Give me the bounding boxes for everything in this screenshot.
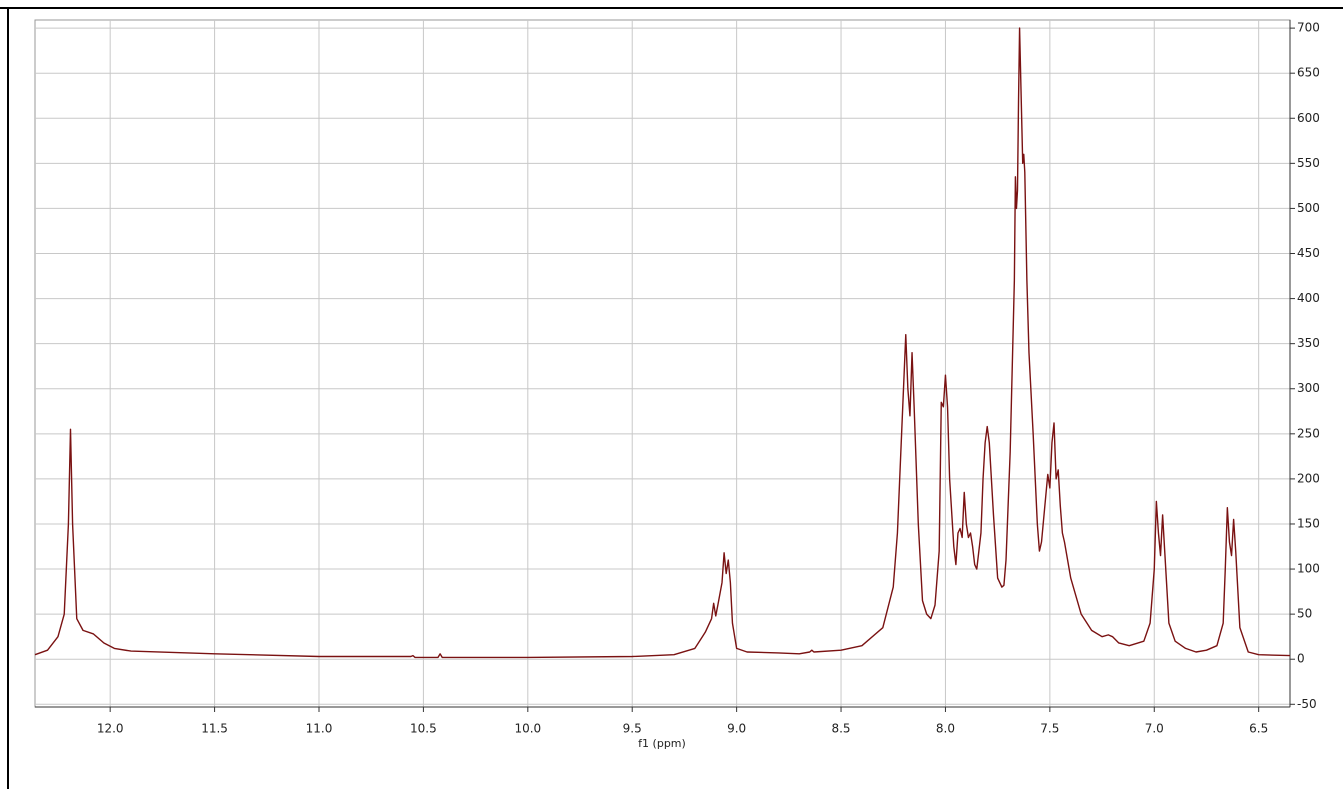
x-tick-label: 10.5 (410, 722, 437, 736)
y-tick-label: 700 (1297, 21, 1320, 35)
y-tick-label: 150 (1297, 516, 1320, 530)
x-tick-label: 9.5 (623, 722, 642, 736)
y-tick-label: 250 (1297, 426, 1320, 440)
x-tick-label: 12.0 (97, 722, 124, 736)
spectrum-line (34, 27, 1291, 659)
y-tick-label: 200 (1297, 471, 1320, 485)
y-tick-label: 300 (1297, 381, 1320, 395)
x-axis-label: f1 (ppm) (638, 737, 686, 750)
x-tick-label: 6.5 (1249, 722, 1268, 736)
plot-border (34, 19, 1291, 708)
x-tick-label: 11.5 (201, 722, 228, 736)
x-tick-label: 9.0 (727, 722, 746, 736)
y-tick-label: -50 (1297, 697, 1317, 711)
y-tick-label: 650 (1297, 66, 1320, 80)
y-tick-label: 450 (1297, 246, 1320, 260)
y-tick-label: 100 (1297, 562, 1320, 576)
y-tick-label: 550 (1297, 156, 1320, 170)
y-tick-label: 50 (1297, 607, 1312, 621)
x-tick-label: 7.5 (1040, 722, 1059, 736)
y-tick-label: 600 (1297, 111, 1320, 125)
y-tick-label: 500 (1297, 201, 1320, 215)
x-tick-label: 11.0 (306, 722, 333, 736)
x-tick-label: 8.0 (936, 722, 955, 736)
x-tick-label: 8.5 (831, 722, 850, 736)
x-tick-label: 7.0 (1145, 722, 1164, 736)
x-tick-label: 10.0 (514, 722, 541, 736)
y-tick-label: 400 (1297, 291, 1320, 305)
y-tick-label: 350 (1297, 336, 1320, 350)
y-tick-label: 0 (1297, 652, 1305, 666)
